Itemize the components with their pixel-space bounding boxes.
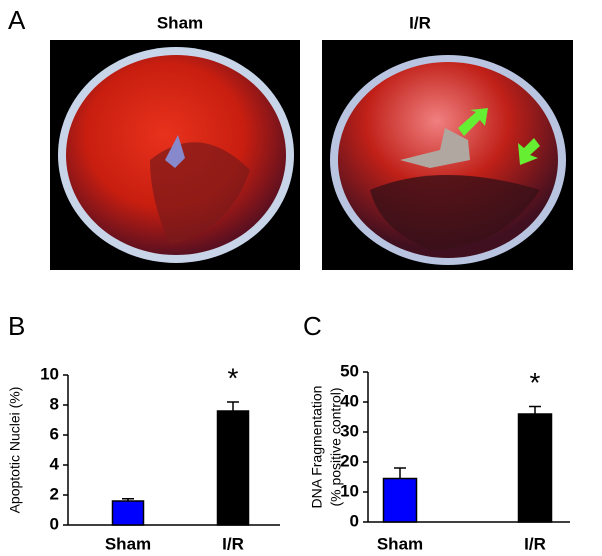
image-title: Sham [157, 13, 203, 32]
x-tick-label: Sham [105, 534, 151, 553]
y-tick-label: 10 [40, 364, 59, 383]
y-tick-label: 6 [50, 424, 59, 443]
panel-label: A [8, 5, 26, 35]
bar [216, 410, 250, 526]
panel-label: C [303, 311, 322, 341]
y-axis-label: DNA Fragmentation [309, 386, 325, 509]
y-axis-label: (% positive control) [328, 387, 344, 506]
significance-mark: * [530, 367, 541, 398]
y-tick-label: 0 [50, 514, 59, 533]
y-tick-label: 4 [50, 454, 60, 473]
x-tick-label: I/R [222, 534, 244, 553]
y-tick-label: 40 [340, 391, 359, 410]
y-tick-label: 20 [340, 451, 359, 470]
bar [517, 413, 553, 523]
y-tick-label: 10 [340, 481, 359, 500]
x-tick-label: Sham [377, 534, 423, 553]
y-tick-label: 8 [50, 394, 59, 413]
panel-label: B [8, 311, 25, 341]
y-axis-label: Apoptotic Nuclei (%) [7, 387, 23, 514]
y-tick-label: 50 [340, 361, 359, 380]
image-title: I/R [409, 13, 431, 32]
sham-image [50, 40, 300, 270]
bar [382, 477, 418, 523]
x-tick-label: I/R [524, 534, 546, 553]
significance-mark: * [228, 362, 239, 393]
y-tick-label: 0 [350, 511, 359, 530]
y-tick-label: 2 [50, 484, 59, 503]
ir-image [322, 40, 573, 270]
bar [111, 500, 145, 526]
y-tick-label: 30 [340, 421, 359, 440]
